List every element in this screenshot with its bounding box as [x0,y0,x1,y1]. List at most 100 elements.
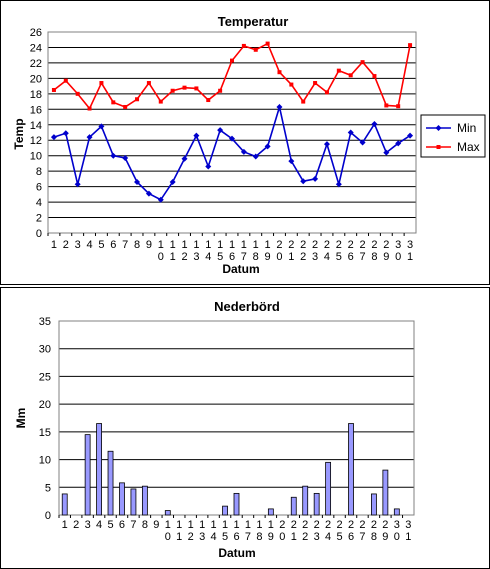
data-point [169,178,176,185]
x-tick-label: 6 [119,519,125,531]
bar [393,508,400,516]
x-tick-label: 4 [324,251,330,263]
x-tick-label: 1 [205,239,211,251]
y-tick-label: 16 [30,104,42,116]
x-tick-label: 3 [394,519,400,531]
data-point [230,58,234,63]
series-line [53,42,411,111]
data-point [205,163,212,170]
x-axis-label: Datum [218,546,255,560]
data-point [300,178,307,185]
x-tick-label: 4 [211,531,217,543]
x-tick-label: 1 [165,519,171,531]
x-tick-label: 7 [241,251,247,263]
data-point [218,88,223,93]
data-point [182,85,187,90]
x-tick-label: 1 [217,239,223,251]
x-tick-label: 3 [85,519,91,531]
x-tick-label: 3 [312,251,318,263]
x-tick-label: 9 [268,531,274,543]
data-point [74,181,81,188]
x-tick-label: 6 [110,239,116,251]
x-tick-label: 3 [199,531,205,543]
data-point [276,103,283,110]
bar [164,510,171,516]
x-tick-label: 2 [325,519,331,531]
data-point [134,178,141,185]
series-min [50,103,414,203]
x-tick-label: 5 [217,251,223,263]
x-tick-label: 5 [336,251,342,263]
x-tick-label: 3 [193,251,199,263]
legend-marker-min [435,125,442,131]
data-point [241,43,246,48]
data-point [122,155,129,162]
x-tick-label: 1 [229,239,235,251]
x-tick-label: 6 [348,251,354,263]
bar [382,469,389,516]
bar [222,505,228,516]
x-tick-label: 8 [142,519,148,531]
y-tick-label: 12 [30,135,42,147]
x-tick-label: 1 [265,239,271,251]
series-line [53,103,411,201]
x-tick-label: 1 [170,239,176,251]
x-tick-label: 3 [407,239,413,251]
x-tick-label: 1 [188,519,194,531]
x-tick-label: 0 [158,251,164,263]
x-tick-label: 2 [188,531,194,543]
x-tick-label: 2 [324,239,330,251]
x-tick-label: 2 [348,519,354,531]
x-tick-label: 6 [233,531,239,543]
data-point [62,130,69,137]
data-point [395,140,402,147]
x-tick-label: 2 [382,519,388,531]
y-tick-label: 0 [36,228,42,240]
y-tick-label: 30 [39,344,51,356]
x-tick-label: 7 [122,239,128,251]
y-tick-label: 20 [30,73,42,85]
data-point [323,141,330,148]
x-tick-label: 8 [253,251,259,263]
x-tick-label: 0 [165,531,171,543]
y-tick-label: 8 [36,166,42,178]
data-point [407,132,414,139]
y-tick-label: 20 [39,399,51,411]
x-tick-label: 2 [276,239,282,251]
y-tick-label: 26 [30,27,42,39]
x-tick-label: 0 [394,531,400,543]
data-point [99,81,104,86]
data-point [359,139,366,146]
x-tick-label: 4 [205,251,211,263]
x-tick-label: 8 [371,531,377,543]
x-tick-label: 2 [291,519,297,531]
x-tick-label: 1 [222,519,228,531]
bar [325,461,332,516]
data-point [217,127,224,134]
data-point [253,47,258,52]
data-point [336,68,341,73]
x-tick-label: 1 [233,519,239,531]
x-tick-label: 4 [96,519,102,531]
x-tick-label: 2 [337,519,343,531]
x-tick-label: 4 [86,239,92,251]
y-tick-label: 18 [30,89,42,101]
x-tick-label: 2 [279,519,285,531]
x-tick-label: 1 [291,531,297,543]
x-tick-label: 5 [222,531,228,543]
data-point [50,134,57,141]
bar [313,492,320,516]
x-tick-label: 0 [279,531,285,543]
data-point [229,135,235,142]
x-tick-label: 6 [229,251,235,263]
x-tick-label: 2 [302,531,308,543]
data-point [288,158,295,165]
data-point [347,129,354,136]
data-point [396,104,401,109]
x-tick-label: 1 [288,251,294,263]
precipitation-chart-panel: Nederbörd Mm Datum 0 5 10 15 20 25 30 35 1 2 3 4 5 6 7… [0,287,490,569]
temperature-chart: Temperatur Temp Datum Min Max 0246810121… [12,14,486,276]
x-tick-label: 1 [211,519,217,531]
x-tick-label: 1 [199,519,205,531]
